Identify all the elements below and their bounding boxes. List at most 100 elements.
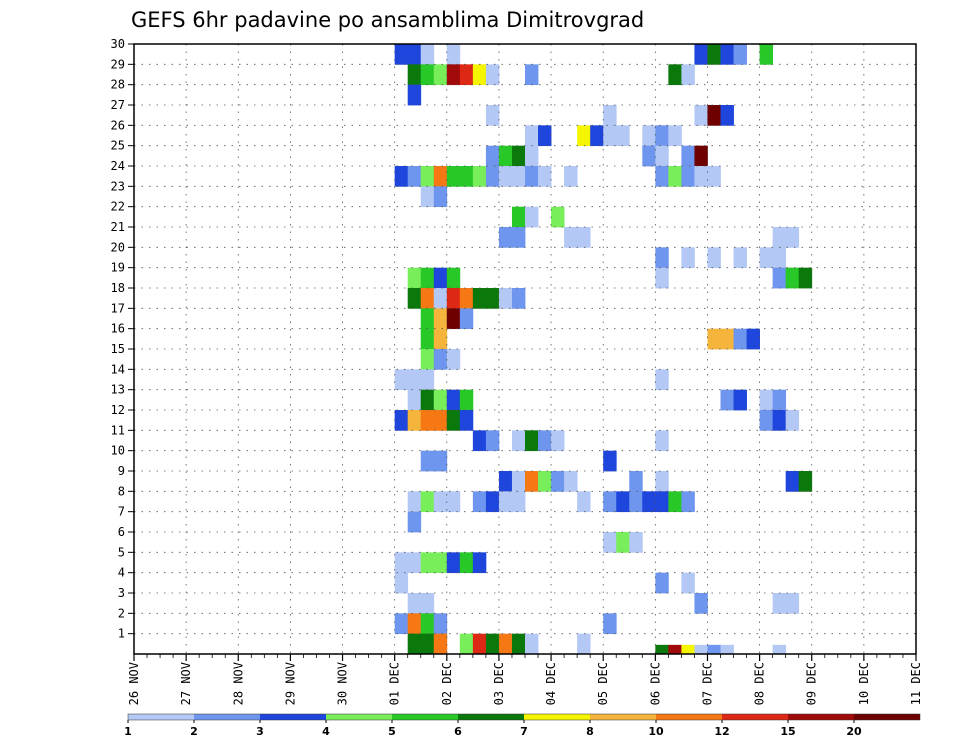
y-tick-label: 3 [118, 586, 125, 600]
precip-cell [577, 125, 591, 147]
precip-cell [733, 389, 747, 411]
precip-cell [498, 227, 513, 248]
precip-cell [655, 491, 669, 513]
legend-swatch [788, 714, 854, 720]
x-tick-label: 05 DEC [596, 662, 610, 705]
precip-cell [525, 125, 539, 147]
x-tick-label: 10 DEC [857, 662, 871, 705]
precip-cell [772, 644, 787, 655]
legend-label: 3 [256, 725, 264, 738]
precip-cell [720, 644, 734, 655]
precip-cell [485, 166, 500, 187]
precip-cell [407, 267, 422, 289]
precip-cell [433, 308, 448, 330]
legend-label: 8 [586, 725, 594, 738]
legend-label: 1 [124, 725, 132, 738]
y-tick-label: 28 [111, 78, 125, 92]
precip-cell [446, 308, 461, 330]
x-tick-label: 07 DEC [700, 662, 714, 705]
x-axis-ticks: 26 NOV 27 NOV 28 NOV 29 NOV 30 NOV 01 DEC 02 D… [127, 654, 923, 705]
precip-cell [459, 166, 474, 187]
precip-cell [472, 430, 487, 452]
legend-label: 7 [520, 725, 528, 738]
precip-cell [433, 349, 448, 370]
precip-cell [603, 450, 617, 472]
precip-cell [629, 532, 643, 553]
precip-cell [420, 267, 435, 289]
precip-cell [459, 308, 474, 330]
precip-cell [538, 430, 552, 452]
precip-cell [629, 491, 643, 513]
precip-cell [420, 491, 435, 513]
precip-cell [498, 491, 513, 513]
precip-cell [498, 633, 513, 655]
precip-cell [707, 328, 721, 350]
x-tick-label: 02 DEC [440, 662, 454, 705]
precip-cell [629, 471, 643, 492]
y-tick-label: 16 [111, 322, 125, 336]
legend-swatch [128, 714, 194, 720]
y-tick-label: 22 [111, 200, 125, 214]
y-tick-label: 10 [111, 444, 125, 458]
precip-cell [759, 247, 774, 269]
precip-cell [407, 491, 422, 513]
precip-cell [511, 633, 526, 655]
precip-cell [420, 64, 435, 86]
precip-cell [420, 552, 435, 574]
legend-label: 10 [648, 725, 664, 738]
precip-cell [772, 410, 787, 431]
precip-cell [394, 166, 409, 187]
y-tick-label: 5 [118, 545, 125, 559]
precip-cell [577, 633, 591, 655]
legend-swatch [524, 714, 590, 720]
precip-cell [720, 389, 734, 411]
precip-cell [446, 349, 461, 370]
precip-cell [407, 288, 422, 309]
precip-cell [785, 593, 800, 614]
precip-cell [694, 105, 708, 126]
precip-cell [511, 145, 526, 167]
precip-cell [446, 267, 461, 289]
precip-cell [498, 471, 513, 492]
legend-swatch [458, 714, 524, 720]
precip-cell [420, 288, 435, 309]
legend-label: 4 [322, 725, 330, 738]
precip-cell [668, 491, 682, 513]
precip-cell [433, 267, 448, 289]
precip-cell [446, 288, 461, 309]
y-tick-label: 20 [111, 240, 125, 254]
precip-cell [472, 166, 487, 187]
y-tick-label: 6 [118, 525, 125, 539]
precip-cell [511, 430, 526, 452]
precip-cell [420, 389, 435, 411]
x-tick-label: 26 NOV [127, 662, 141, 705]
legend-label: 12 [714, 725, 729, 738]
precip-cell [733, 247, 747, 269]
precip-cell [394, 369, 409, 391]
precip-cell [590, 125, 604, 147]
precip-cell [694, 593, 708, 614]
precip-cell [655, 125, 669, 147]
x-tick-label: 28 NOV [231, 662, 245, 705]
precip-cell [525, 471, 539, 492]
precip-cell [668, 125, 682, 147]
precip-cell [681, 145, 695, 167]
legend-swatch [194, 714, 260, 720]
precip-cell [420, 186, 435, 208]
precip-cell [655, 247, 669, 269]
y-tick-label: 29 [111, 57, 125, 71]
legend-swatch [854, 714, 920, 720]
y-tick-label: 7 [118, 505, 125, 519]
precip-cell [420, 410, 435, 431]
precip-cell [407, 410, 422, 431]
y-tick-label: 15 [111, 342, 125, 356]
precip-cell [551, 430, 565, 452]
precip-cell [525, 633, 539, 655]
precip-cell [707, 247, 721, 269]
precip-cell [772, 247, 787, 269]
y-tick-label: 11 [111, 423, 125, 437]
legend-swatch [392, 714, 458, 720]
precip-cell [433, 552, 448, 574]
precip-cell [694, 44, 708, 65]
precip-cell [407, 84, 422, 106]
